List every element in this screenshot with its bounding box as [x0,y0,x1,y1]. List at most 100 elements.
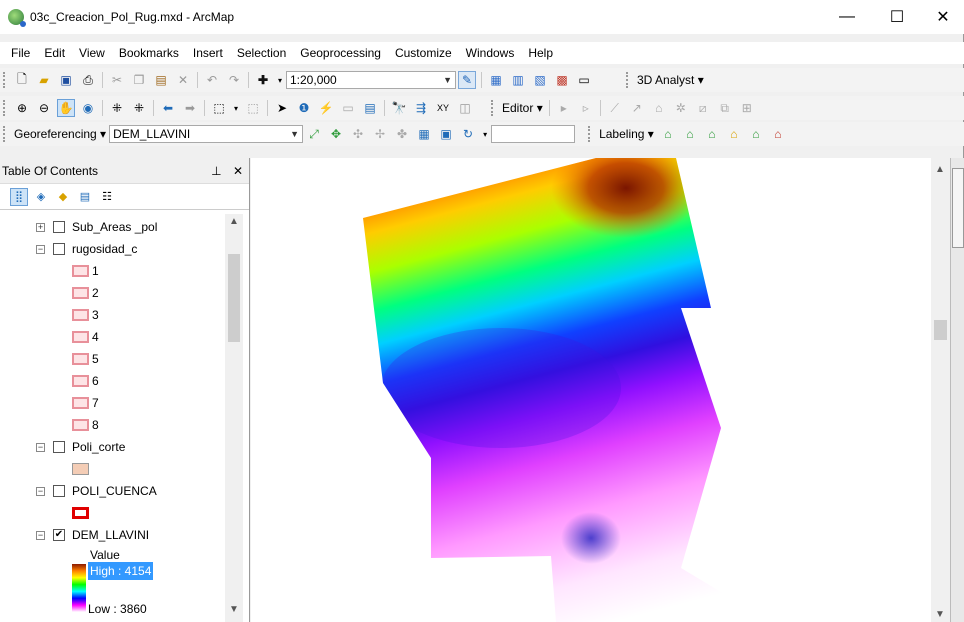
collapse-icon[interactable]: − [36,529,45,540]
zoom-out-icon[interactable]: ⊖ [38,101,50,115]
time-slider-icon[interactable]: ◫ [459,101,471,115]
scrollbar-thumb[interactable] [934,320,947,340]
list-by-source-icon[interactable]: ◈ [36,191,46,203]
paste-icon[interactable]: ▤ [155,73,167,87]
print-icon[interactable]: ⎙ [83,72,93,87]
layer-row[interactable]: − Poli_corte [36,438,125,456]
catalog-icon[interactable]: ▥ [512,73,524,87]
layer-visibility-checkbox[interactable] [53,243,65,255]
menu-edit[interactable]: Edit [44,46,66,60]
expand-icon[interactable]: + [36,221,45,232]
search-window-icon[interactable]: ▧ [534,73,546,87]
scrollbar-thumb[interactable] [228,254,240,342]
close-button[interactable]: ✕ [936,9,950,26]
toolbar-grip[interactable] [3,100,8,116]
georef-input[interactable] [491,125,576,143]
layer-name[interactable]: Poli_corte [72,440,126,454]
menu-bookmarks[interactable]: Bookmarks [118,46,179,60]
toolbar-grip[interactable] [491,100,496,116]
labeling-menu[interactable]: Labeling ▾ [599,127,654,141]
layer-name[interactable]: Sub_Areas _pol [72,220,158,234]
toc-close-icon[interactable]: ✕ [232,163,243,178]
chevron-down-icon[interactable]: ▾ [483,129,488,139]
pause-labeling-icon[interactable]: ⌂ [752,127,760,141]
layer-name[interactable]: DEM_LLAVINI [72,528,150,542]
layer-visibility-checkbox[interactable] [53,441,65,453]
label-weights-icon[interactable]: ⌂ [708,127,716,141]
edit-vertices-icon[interactable]: ⌂ [655,101,663,115]
sketch-properties-icon[interactable]: ⊞ [741,101,752,115]
collapse-icon[interactable]: − [36,243,45,254]
cut-polygons-icon[interactable]: ✲ [675,101,686,115]
pin-icon[interactable]: ⊥ [211,163,222,178]
full-extent-icon[interactable]: ◉ [82,101,94,115]
menu-geoprocessing[interactable]: Geoprocessing [300,46,381,60]
edit-tool-icon[interactable]: ▸ [560,101,567,115]
open-folder-icon[interactable]: ▰ [39,73,49,87]
hyperlink-icon[interactable]: ⚡ [318,101,334,115]
fixed-zoom-out-icon[interactable]: ⁜ [133,101,145,115]
toolbar-grip[interactable] [3,72,8,88]
toolbar-grip[interactable] [3,126,8,142]
fixed-zoom-in-icon[interactable]: ⁜ [111,101,123,115]
collapse-icon[interactable]: − [36,485,45,496]
list-by-visibility-icon[interactable]: ◆ [58,191,68,203]
undo-icon[interactable]: ↶ [206,73,218,87]
layer-name[interactable]: POLI_CUENCA [72,484,157,498]
layer-row[interactable]: − rugosidad_c [36,240,137,258]
side-tab-handle[interactable] [952,168,964,248]
shift-raster-icon[interactable]: ✥ [331,127,342,141]
editor-menu[interactable]: Editor ▾ [502,101,543,115]
rotate-raster-icon[interactable]: ⤢ [309,126,319,141]
scroll-down-icon[interactable]: ▼ [935,609,945,620]
scroll-down-icon[interactable]: ▼ [229,604,239,615]
chevron-down-icon[interactable]: ▾ [277,75,282,85]
layer-row[interactable]: + Sub_Areas _pol [36,218,157,236]
editor-toolbar-icon[interactable]: ✎ [458,71,476,89]
pan-hand-icon[interactable]: ✋ [57,99,75,117]
link-table-icon[interactable]: ▣ [440,127,452,141]
zoom-in-icon[interactable]: ⊕ [16,101,28,115]
redo-icon[interactable]: ↷ [228,73,240,87]
select-features-icon[interactable]: ⬚ [213,101,225,115]
label-priority-icon[interactable]: ⌂ [686,127,694,141]
layer-row[interactable]: − POLI_CUENCA [36,482,157,500]
georef-layer-select[interactable]: DEM_LLAVINI ▼ [109,125,304,143]
scroll-up-icon[interactable]: ▲ [229,216,239,227]
list-by-selection-icon[interactable]: ▤ [79,191,91,203]
toolbar-grip[interactable] [626,72,631,88]
clear-selection-icon[interactable]: ⬚ [247,101,259,115]
map-display[interactable] [251,158,931,622]
measure-icon[interactable]: ▤ [364,101,376,115]
rotate-icon[interactable]: ⧉ [720,100,729,115]
map-scale-combo[interactable]: 1:20,000 ▼ [286,71,456,89]
menu-insert[interactable]: Insert [192,46,223,60]
menu-selection[interactable]: Selection [236,46,287,60]
layer-visibility-checkbox[interactable]: ✔ [53,529,65,541]
copy-icon[interactable]: ❐ [133,73,145,87]
curve-icon[interactable]: ↗ [631,101,642,115]
straight-segment-icon[interactable]: ⟋ [610,100,619,115]
3d-analyst-menu[interactable]: 3D Analyst ▾ [637,73,704,87]
add-control-points-icon[interactable]: ✣ [353,127,364,141]
identify-icon[interactable]: ❶ [298,101,310,115]
menu-view[interactable]: View [79,46,105,60]
find-binoculars-icon[interactable]: 🔭 [391,101,407,115]
delete-icon[interactable]: ✕ [177,73,189,87]
cut-icon[interactable]: ✂ [111,73,123,87]
layer-visibility-checkbox[interactable] [53,221,65,233]
find-route-icon[interactable]: ⇶ [415,101,427,115]
options-icon[interactable]: ☷ [102,191,112,203]
menu-help[interactable]: Help [528,46,554,60]
maximize-button[interactable]: ☐ [889,9,905,26]
delete-links-icon[interactable]: ✤ [397,127,408,141]
lock-labels-icon[interactable]: ⌂ [730,127,738,141]
go-forward-icon[interactable]: ➡ [184,101,196,115]
select-elements-icon[interactable]: ➤ [276,101,288,115]
link-icon[interactable]: ✢ [375,127,386,141]
add-data-icon[interactable]: ✚ [257,73,269,87]
layer-row[interactable]: − ✔ DEM_LLAVINI [36,526,149,544]
refresh-icon[interactable]: ↻ [463,127,474,141]
chevron-down-icon[interactable]: ▼ [443,75,452,85]
view-unplaced-labels-icon[interactable]: ⌂ [774,127,782,141]
